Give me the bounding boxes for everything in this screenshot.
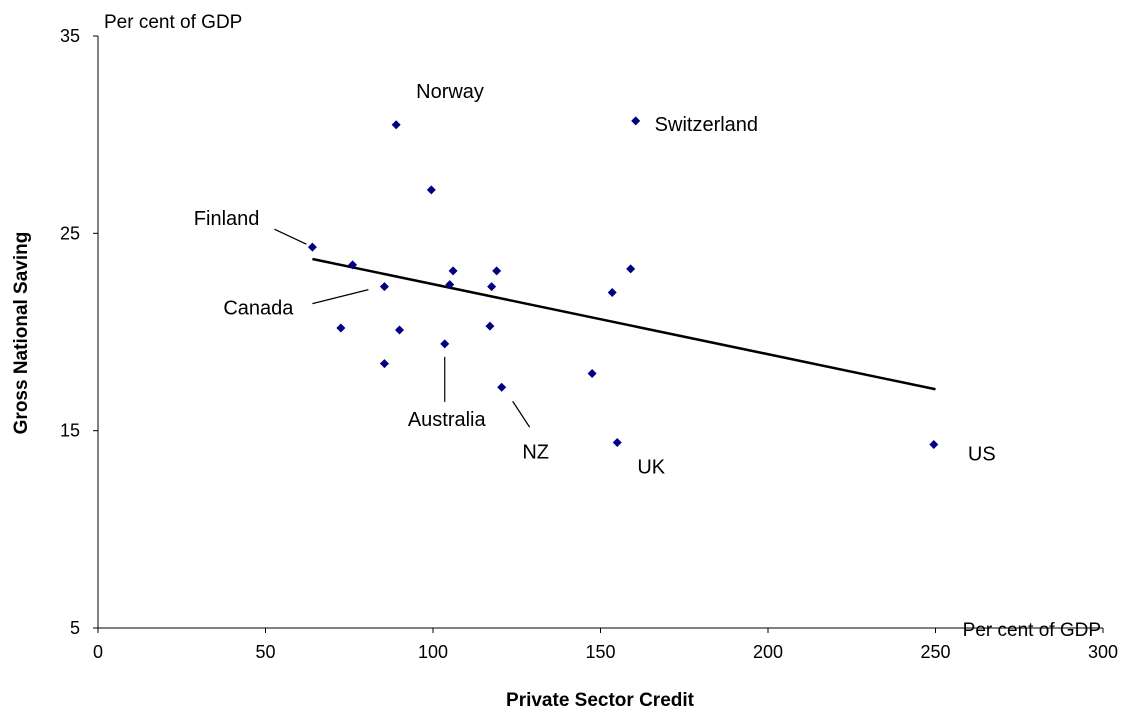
data-point bbox=[440, 339, 450, 349]
data-point bbox=[485, 321, 495, 331]
point-label: NZ bbox=[522, 441, 549, 463]
x-tick-label: 50 bbox=[255, 642, 275, 662]
data-point bbox=[607, 288, 617, 298]
x-unit-label: Per cent of GDP bbox=[963, 620, 1101, 641]
data-points bbox=[307, 116, 939, 449]
point-label: Australia bbox=[408, 409, 487, 431]
data-point bbox=[395, 325, 404, 335]
data-point bbox=[391, 120, 401, 130]
callout-line bbox=[312, 289, 369, 305]
data-point bbox=[497, 382, 507, 392]
x-tick-label: 300 bbox=[1088, 642, 1118, 662]
data-point bbox=[379, 359, 389, 369]
data-point bbox=[487, 282, 497, 292]
data-point bbox=[626, 264, 636, 274]
x-axis-title: Private Sector Credit bbox=[506, 690, 695, 711]
data-point bbox=[445, 280, 455, 290]
y-tick-label: 5 bbox=[70, 618, 80, 638]
callout-line bbox=[512, 400, 531, 428]
point-label: UK bbox=[637, 457, 665, 479]
data-point bbox=[929, 439, 939, 449]
point-label: Finland bbox=[194, 208, 260, 230]
data-point bbox=[631, 116, 641, 126]
x-tick-label: 200 bbox=[753, 642, 783, 662]
point-label: Switzerland bbox=[655, 114, 758, 136]
tick-labels: 5 15 25 35 0 50 100 150 200 250 300 bbox=[60, 26, 1118, 662]
data-point bbox=[612, 438, 622, 448]
point-label: US bbox=[968, 443, 996, 465]
y-unit-label: Per cent of GDP bbox=[104, 12, 242, 33]
x-tick-label: 250 bbox=[920, 642, 950, 662]
callout-lines bbox=[274, 228, 531, 428]
y-tick-label: 25 bbox=[60, 223, 80, 243]
data-point bbox=[336, 323, 346, 333]
y-tick-label: 35 bbox=[60, 26, 80, 46]
data-point bbox=[348, 260, 358, 270]
point-label: Norway bbox=[416, 81, 484, 103]
x-tick-label: 0 bbox=[93, 642, 103, 662]
data-point bbox=[307, 242, 317, 252]
callout-line bbox=[274, 228, 307, 245]
data-point bbox=[448, 266, 458, 276]
axes bbox=[93, 35, 1104, 633]
trendline-group bbox=[312, 257, 936, 391]
y-axis-title: Gross National Saving bbox=[11, 232, 32, 435]
y-tick-label: 15 bbox=[60, 421, 80, 441]
data-point bbox=[587, 368, 597, 378]
trendline bbox=[312, 257, 936, 391]
data-point bbox=[492, 266, 502, 276]
country-labels: Finland Canada Norway Australia NZ UK Switzerl… bbox=[194, 81, 996, 479]
x-tick-label: 150 bbox=[585, 642, 615, 662]
x-tick-label: 100 bbox=[418, 642, 448, 662]
data-point bbox=[379, 282, 389, 292]
point-label: Canada bbox=[223, 298, 294, 320]
data-point bbox=[426, 185, 436, 195]
